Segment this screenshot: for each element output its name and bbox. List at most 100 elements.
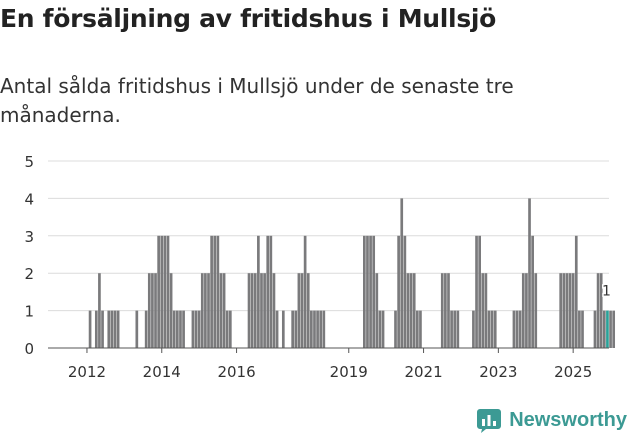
bar [166,235,170,348]
bar [484,273,488,348]
bar-chart-logo-icon [477,409,502,433]
bar [363,235,366,348]
bar [512,310,516,348]
bar-series [88,198,616,348]
bar [412,273,416,348]
bar [110,310,114,348]
bar [116,310,120,348]
bar [372,235,376,348]
bar [216,235,220,348]
bar [409,273,413,348]
x-tick-label: 2019 [330,363,368,381]
bar [294,310,298,348]
bar [225,310,229,348]
x-tick-label: 2021 [404,363,442,381]
bar [222,273,226,348]
bar [406,273,410,348]
y-tick-label: 0 [24,340,34,358]
bar [596,273,600,348]
bar [194,310,198,348]
bar [310,310,313,348]
bar [518,310,522,348]
bar [94,310,98,348]
x-tick-label: 2016 [217,363,255,381]
bar [609,310,612,348]
bar [291,310,294,348]
x-tick-label: 2023 [479,363,517,381]
bar [247,273,251,348]
bar [210,235,213,348]
y-tick-label: 2 [24,265,34,283]
bar [147,273,151,348]
bar [581,310,584,348]
bar-chart: 0 1 2 3 4 5 2012 2014 2016 2019 2021 2023 2025 1 [24,153,616,381]
bar [574,235,578,348]
bar [266,235,270,348]
y-tick-label: 4 [24,190,34,208]
bar [602,310,606,348]
brand-name: Newsworthy [509,408,627,431]
bar [394,310,397,348]
bar [531,235,534,348]
bar [490,310,494,348]
bar [197,310,201,348]
bar [163,235,167,348]
bar [207,273,210,348]
bar [154,273,157,348]
x-tick-label: 2025 [554,363,592,381]
bar [157,235,160,348]
y-axis-ticks: 0 1 2 3 4 5 [24,153,34,358]
bar [160,235,164,348]
y-tick-label: 3 [24,228,34,246]
bar [319,310,323,348]
bar [444,273,447,348]
bar [400,198,404,348]
y-tick-label: 1 [24,303,34,321]
bar [366,235,369,348]
bar [593,310,597,348]
x-tick-label: 2014 [143,363,181,381]
bar [521,273,525,348]
bar-highlight [606,310,609,348]
bar [453,310,457,348]
bar [250,273,254,348]
bar [472,310,475,348]
bar [113,310,117,348]
bar [515,310,519,348]
bar [487,310,491,348]
bar [381,310,385,348]
chart-title: En försäljning av fritidshus i Mullsjö [0,4,497,33]
x-axis-ticks: 2012 2014 2016 2019 2021 2023 2025 [68,348,592,381]
bar [313,310,316,348]
bar [525,273,528,348]
bar [375,273,379,348]
bar [98,273,101,348]
bar [419,310,422,348]
bar [263,273,266,348]
bar [322,310,326,348]
bar [571,273,575,348]
bar [599,273,603,348]
bar [303,235,307,348]
bar [306,273,310,348]
bar [269,235,273,348]
bar [176,310,179,348]
bar [182,310,185,348]
bar [316,310,319,348]
newsworthy-logo: Newsworthy [476,407,627,433]
bar [478,235,481,348]
bar [101,310,104,348]
bar [475,235,478,348]
bar [151,273,154,348]
bar [369,235,372,348]
bar [568,273,572,348]
bar [204,273,207,348]
bar [107,310,111,348]
bar [559,273,563,348]
bar [228,310,232,348]
x-tick-label: 2012 [68,363,106,381]
bar [200,273,204,348]
bar [456,310,460,348]
bar [562,273,566,348]
bar [565,273,569,348]
